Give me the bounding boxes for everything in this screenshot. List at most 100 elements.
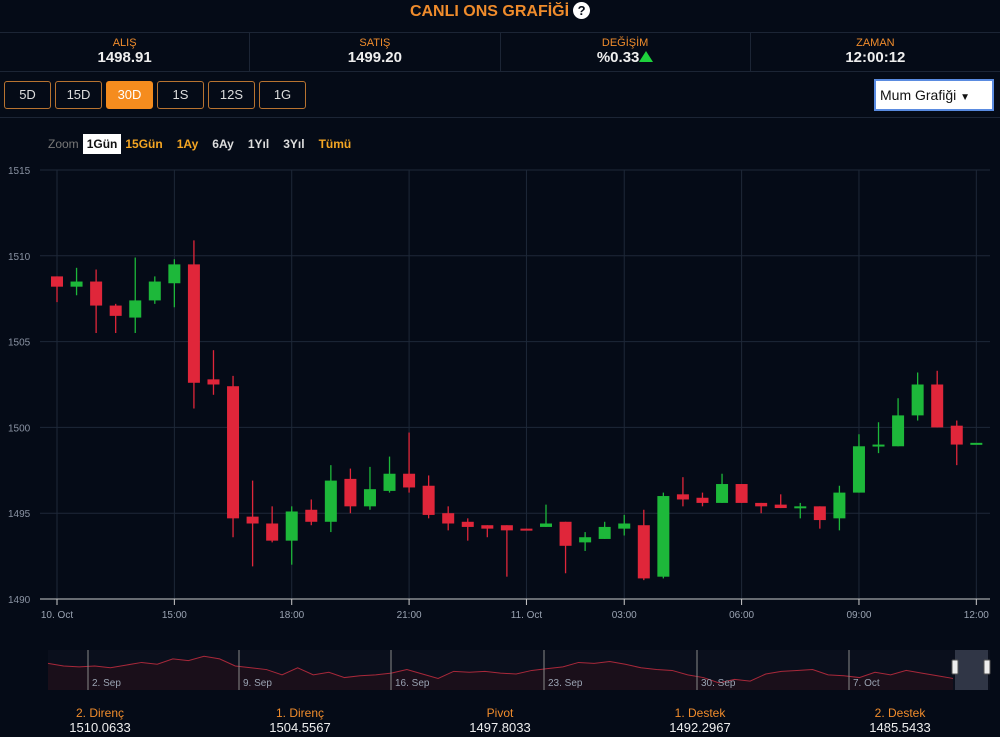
- candle-body: [872, 444, 885, 447]
- x-tick-label: 21:00: [397, 610, 422, 621]
- period-1g-button[interactable]: 1G: [259, 81, 306, 109]
- candle: [481, 525, 494, 538]
- period-1s-button[interactable]: 1S: [157, 81, 204, 109]
- candle: [246, 480, 259, 567]
- candle: [403, 432, 416, 493]
- stat-label: SATIŞ: [359, 37, 391, 49]
- candle: [187, 240, 200, 409]
- candle: [383, 456, 396, 493]
- candle-body: [129, 300, 142, 318]
- candle: [657, 492, 670, 579]
- candlestick-chart[interactable]: 1490 1495 1500 1505 1510 1515 10. Oct 15:00 18:0…: [0, 0, 1000, 700]
- candle: [227, 375, 240, 538]
- zoom-1ay[interactable]: 1Ay: [176, 137, 199, 151]
- candle: [520, 528, 533, 531]
- candle: [109, 303, 122, 334]
- level-value: 1492.2967: [669, 720, 731, 735]
- candle: [461, 518, 474, 541]
- stat-label: ZAMAN: [856, 37, 895, 49]
- x-tick-label: 11. Oct: [511, 610, 543, 621]
- candle-body: [970, 442, 983, 445]
- period-12s-button[interactable]: 12S: [208, 81, 255, 109]
- level-value: 1485.5433: [869, 720, 931, 735]
- zoom-6ay[interactable]: 6Ay: [212, 137, 234, 151]
- candle: [324, 465, 337, 533]
- candle: [813, 506, 826, 529]
- candle-body: [755, 502, 768, 507]
- stat-value: 1499.20: [347, 49, 402, 66]
- navigator-line: [47, 655, 954, 684]
- x-tick-label: 06:00: [729, 610, 754, 621]
- pivot-levels: 2. Direnç 1510.0633 1. Direnç 1504.5567 Pi…: [0, 706, 1000, 735]
- candle-body: [187, 264, 200, 383]
- candle: [637, 509, 650, 581]
- period-15d-button[interactable]: 15D: [55, 81, 102, 109]
- candle-body: [540, 523, 552, 527]
- candle-body: [90, 281, 103, 306]
- candle: [129, 257, 142, 334]
- y-tick-label: 1515: [8, 166, 31, 177]
- y-tick-label: 1500: [8, 423, 31, 434]
- candle-body: [70, 281, 83, 287]
- candle: [285, 506, 298, 565]
- candle-body: [383, 473, 396, 491]
- zoom-1yil[interactable]: 1Yıl: [247, 137, 270, 151]
- zoom-1gun[interactable]: 1Gün: [82, 134, 122, 154]
- candle-body: [168, 264, 181, 284]
- chart-type-select[interactable]: Mum Grafiği ▼: [874, 79, 994, 111]
- stat-change: DEĞİŞİM %0.33: [501, 33, 751, 71]
- navigator-label: 9. Sep: [243, 678, 272, 689]
- up-arrow-icon: [639, 51, 654, 62]
- navigator-label: 30. Sep: [701, 678, 736, 689]
- y-tick-label: 1495: [8, 509, 31, 520]
- x-tick-label: 12:00: [964, 610, 989, 621]
- candle: [148, 276, 161, 304]
- navigator-handle[interactable]: [983, 659, 991, 675]
- help-icon[interactable]: ?: [573, 2, 591, 19]
- stat-label: DEĞİŞİM: [601, 37, 649, 49]
- y-tick-label: 1510: [8, 252, 31, 263]
- candle-body: [363, 489, 376, 507]
- zoom-15gun[interactable]: 15Gün: [125, 137, 163, 151]
- x-tick-label: 10. Oct: [41, 610, 73, 621]
- candle: [970, 442, 983, 445]
- level-pivot: Pivot 1497.8033: [400, 706, 600, 735]
- candle: [716, 473, 729, 503]
- navigator-handle[interactable]: [951, 659, 959, 675]
- candle: [950, 420, 963, 466]
- level-label: 2. Destek: [874, 706, 926, 720]
- candle: [696, 492, 709, 507]
- dropdown-arrow-icon: ▼: [960, 92, 971, 103]
- level-label: 2. Direnç: [75, 706, 125, 720]
- candle-body: [657, 496, 670, 577]
- period-5d-button[interactable]: 5D: [4, 81, 51, 109]
- candle-body: [676, 494, 689, 500]
- candle-body: [109, 305, 122, 316]
- stat-value: 12:00:12: [845, 49, 906, 66]
- navigator-range[interactable]: [955, 650, 988, 690]
- price-stats: ALIŞ 1498.91 SATIŞ 1499.20 DEĞİŞİM %0.33 ZA…: [0, 32, 1000, 72]
- candle: [363, 466, 376, 510]
- title-text: CANLI ONS GRAFİĞİ: [409, 3, 570, 20]
- stat-ask: SATIŞ 1499.20: [250, 33, 501, 71]
- candle: [833, 485, 846, 531]
- zoom-tumu[interactable]: Tümü: [318, 137, 352, 151]
- candle: [892, 398, 905, 447]
- candle-body: [461, 521, 474, 527]
- candle: [872, 422, 885, 454]
- candle: [735, 484, 748, 503]
- candle: [540, 504, 552, 527]
- candle: [500, 525, 513, 577]
- stat-bid: ALIŞ 1498.91: [0, 33, 251, 71]
- candle-body: [285, 511, 298, 541]
- candle-body: [207, 379, 220, 385]
- level-value: 1497.8033: [469, 720, 531, 735]
- candle: [344, 468, 357, 514]
- zoom-3yil[interactable]: 3Yıl: [283, 137, 305, 151]
- candle-body: [618, 523, 631, 529]
- period-30d-button[interactable]: 30D: [106, 81, 153, 109]
- candle-body: [892, 415, 905, 447]
- candle: [422, 475, 435, 519]
- candle-body: [813, 506, 826, 521]
- navigator-label: 2. Sep: [92, 678, 121, 689]
